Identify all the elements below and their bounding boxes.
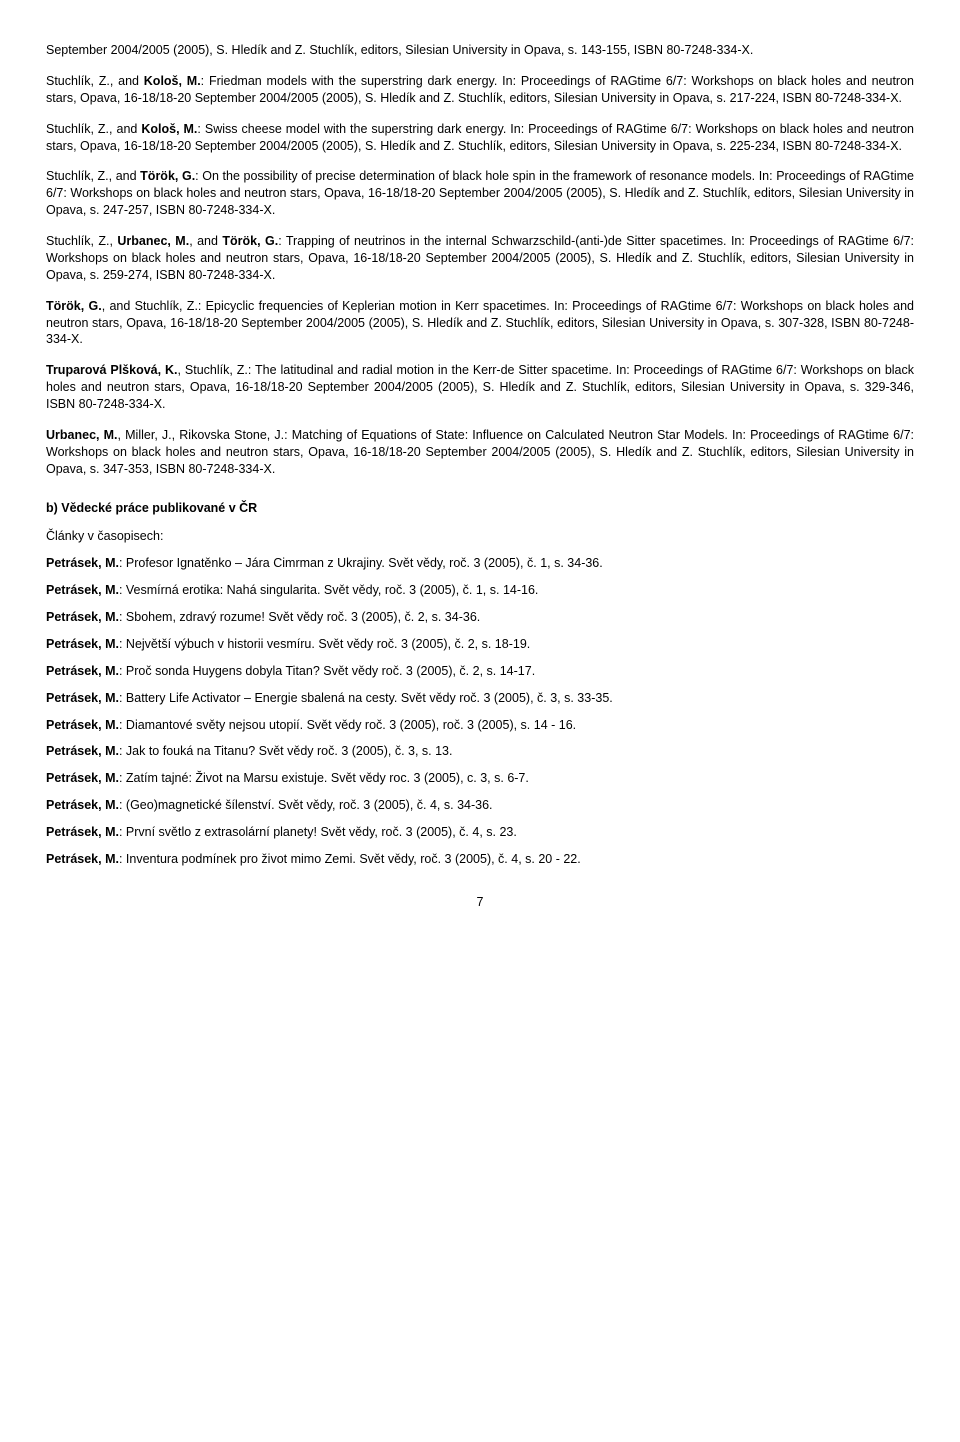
- article-entry: Petrásek, M.: Battery Life Activator – E…: [46, 690, 914, 707]
- article-entry: Petrásek, M.: Diamantové světy nejsou ut…: [46, 717, 914, 734]
- subsection-heading: Články v časopisech:: [46, 528, 914, 545]
- article-entry: Petrásek, M.: Vesmírná erotika: Nahá sin…: [46, 582, 914, 599]
- bibliography-entry: Stuchlík, Z., and Török, G.: On the poss…: [46, 168, 914, 219]
- bibliography-entry: September 2004/2005 (2005), S. Hledík an…: [46, 42, 914, 59]
- article-entry: Petrásek, M.: Profesor Ignatěnko – Jára …: [46, 555, 914, 572]
- bibliography-entry: Stuchlík, Z., Urbanec, M., and Török, G.…: [46, 233, 914, 284]
- article-entry: Petrásek, M.: Největší výbuch v historii…: [46, 636, 914, 653]
- article-entry: Petrásek, M.: První světlo z extrasolárn…: [46, 824, 914, 841]
- article-entry: Petrásek, M.: Jak to fouká na Titanu? Sv…: [46, 743, 914, 760]
- bibliography-entry: Török, G., and Stuchlík, Z.: Epicyclic f…: [46, 298, 914, 349]
- article-entry: Petrásek, M.: Inventura podmínek pro živ…: [46, 851, 914, 868]
- bibliography-entry: Truparová Plšková, K., Stuchlík, Z.: The…: [46, 362, 914, 413]
- article-entry: Petrásek, M.: Sbohem, zdravý rozume! Svě…: [46, 609, 914, 626]
- article-entry: Petrásek, M.: (Geo)magnetické šílenství.…: [46, 797, 914, 814]
- article-entry: Petrásek, M.: Zatím tajné: Život na Mars…: [46, 770, 914, 787]
- section-b-heading: b) Vědecké práce publikované v ČR: [46, 500, 914, 517]
- bibliography-entry: Stuchlík, Z., and Kološ, M.: Friedman mo…: [46, 73, 914, 107]
- page-number: 7: [46, 894, 914, 911]
- bibliography-entry: Urbanec, M., Miller, J., Rikovska Stone,…: [46, 427, 914, 478]
- bibliography-entry: Stuchlík, Z., and Kološ, M.: Swiss chees…: [46, 121, 914, 155]
- article-entry: Petrásek, M.: Proč sonda Huygens dobyla …: [46, 663, 914, 680]
